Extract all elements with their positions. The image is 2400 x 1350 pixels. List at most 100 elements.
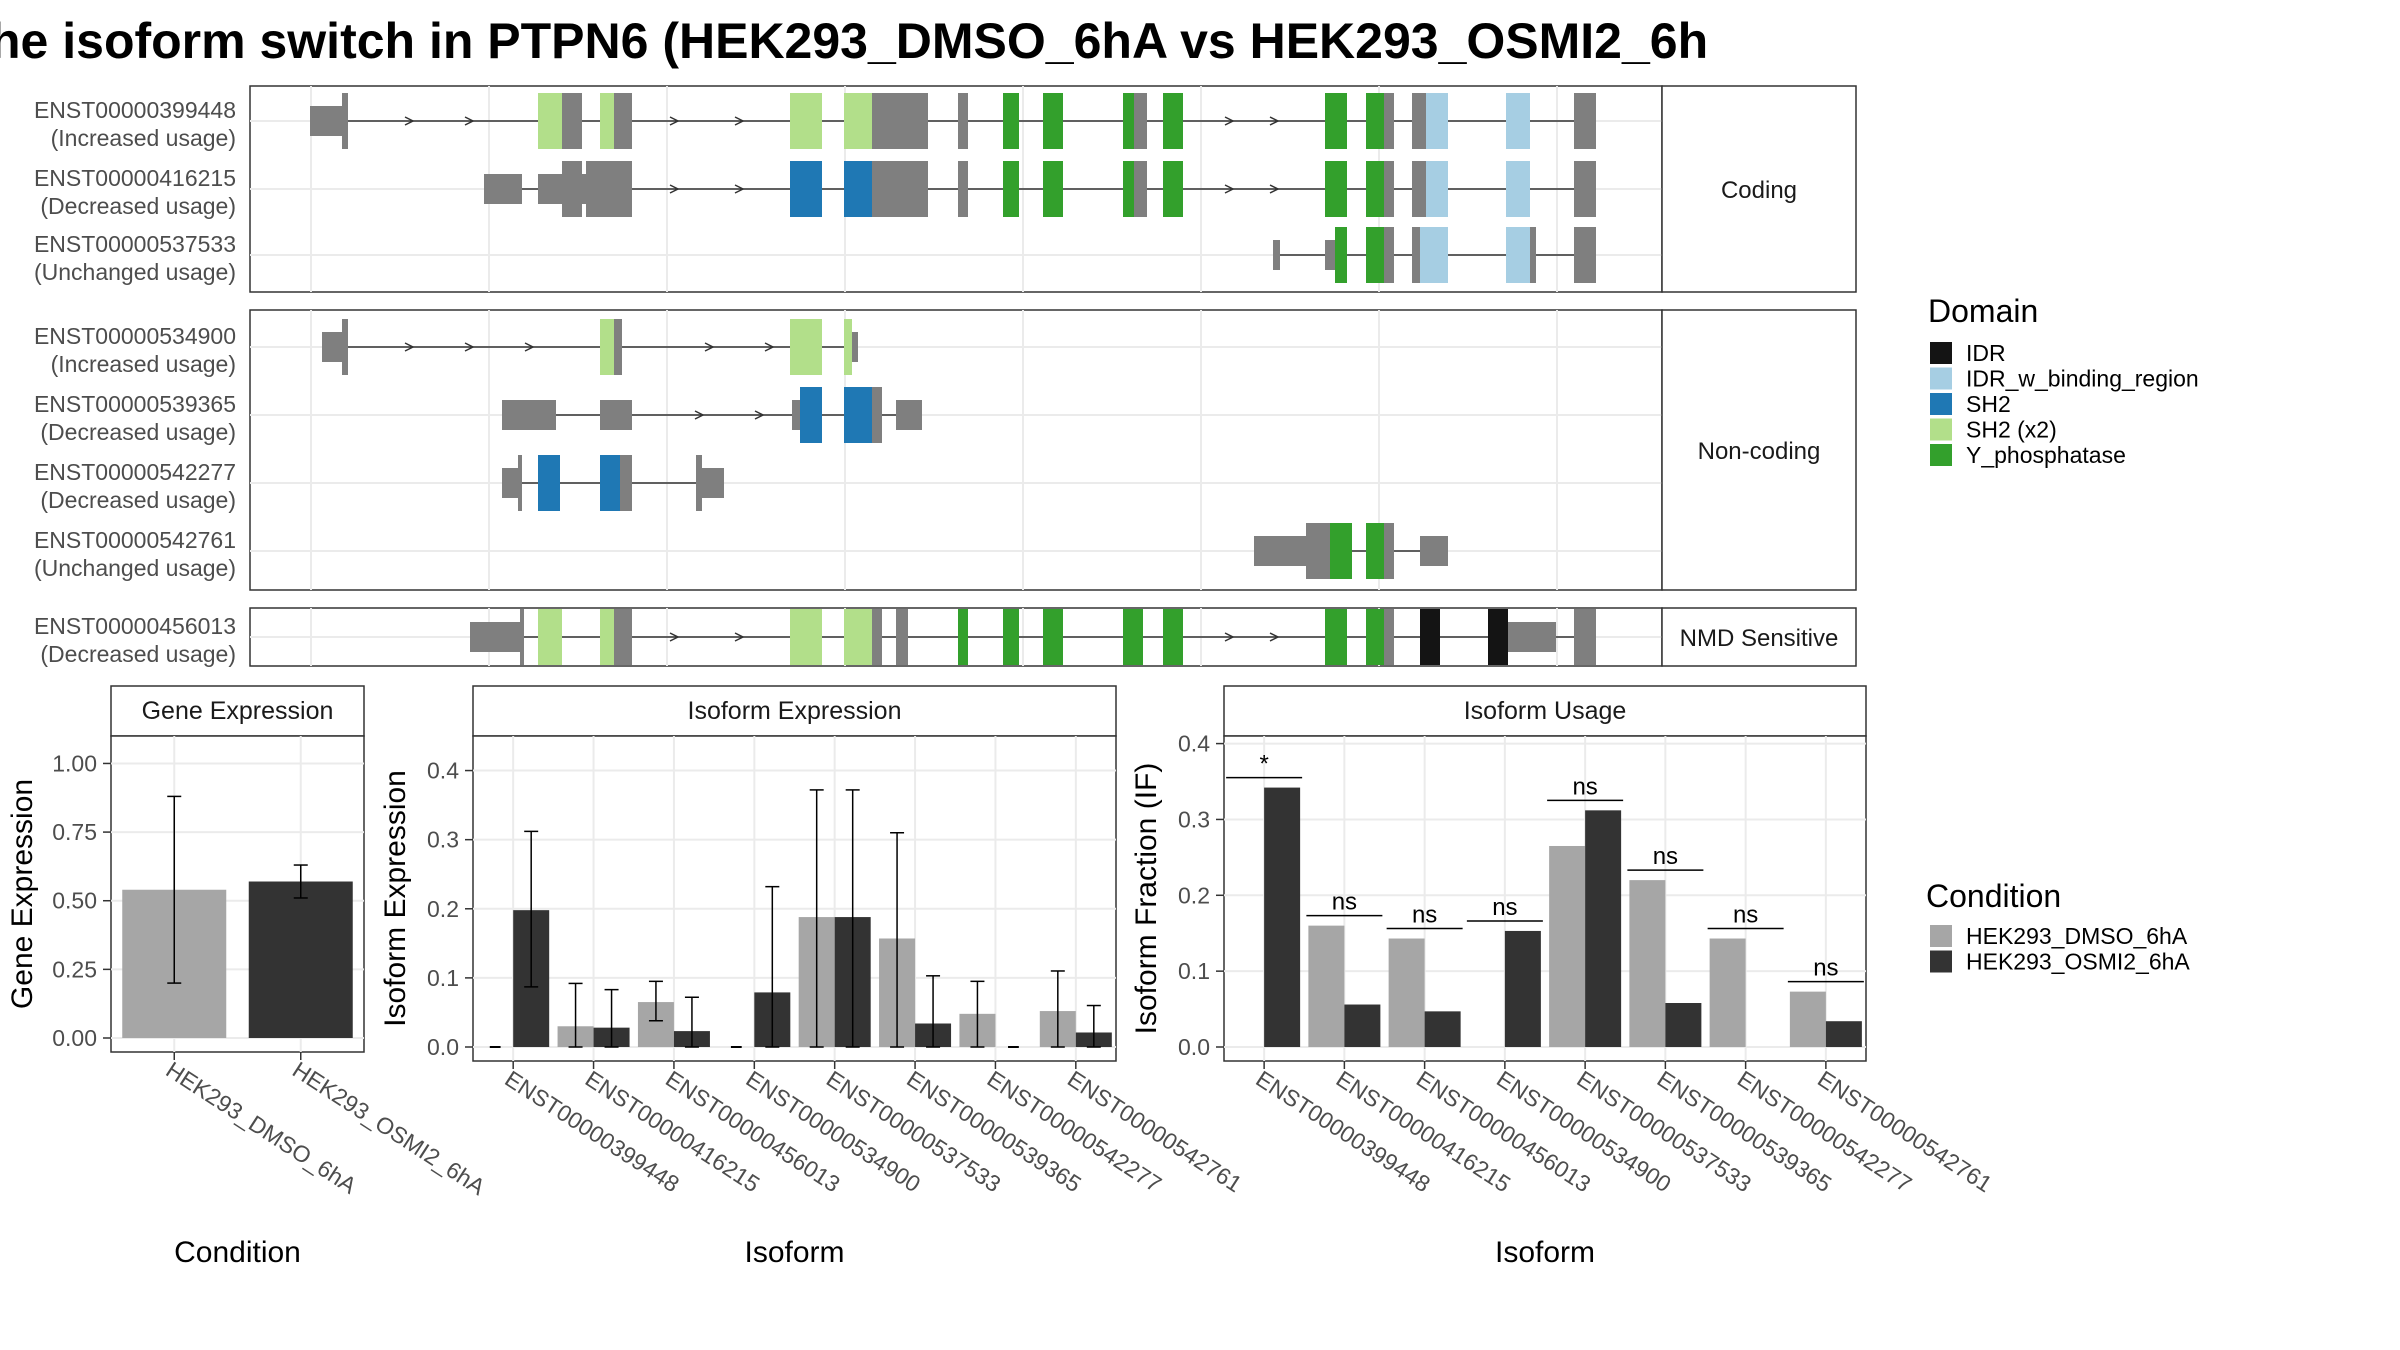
exon-block bbox=[322, 332, 342, 362]
group-label: Non-coding bbox=[1698, 438, 1821, 465]
domain-legend-label: SH2 bbox=[1966, 391, 2011, 417]
y-axis-title: Isoform Expression bbox=[379, 770, 412, 1027]
direction-arrow-icon bbox=[764, 342, 775, 352]
condition-legend-swatch bbox=[1930, 950, 1952, 973]
exon-block bbox=[484, 174, 522, 204]
domain-legend-label: IDR bbox=[1966, 340, 2006, 366]
exon-block bbox=[1366, 523, 1384, 579]
significance-label: ns bbox=[1733, 902, 1758, 929]
exon-block bbox=[1273, 240, 1280, 270]
bar-dmso bbox=[1709, 938, 1746, 1047]
exon-block bbox=[342, 93, 348, 149]
exon-block bbox=[562, 161, 582, 217]
transcript-model-ENST00000416215 bbox=[484, 161, 1596, 217]
condition-legend-label: HEK293_OSMI2_6hA bbox=[1966, 949, 2190, 975]
domain-legend-label: IDR_w_binding_region bbox=[1966, 366, 2199, 392]
exon-block bbox=[872, 93, 882, 149]
exon-block bbox=[1325, 161, 1347, 217]
direction-arrow-icon bbox=[1269, 632, 1280, 642]
domain-legend-swatch bbox=[1930, 418, 1952, 441]
exon-block bbox=[872, 609, 882, 665]
exon-block bbox=[896, 609, 908, 665]
exon-block bbox=[872, 161, 882, 217]
exon-block bbox=[1134, 161, 1147, 217]
bar-dmso bbox=[1549, 845, 1586, 1047]
exon-block bbox=[1163, 161, 1183, 217]
exon-block bbox=[958, 93, 968, 149]
exon-block bbox=[1574, 609, 1596, 665]
exon-block bbox=[1306, 523, 1330, 579]
exon-block bbox=[614, 319, 622, 375]
y-tick-label: 0.1 bbox=[1178, 958, 1210, 984]
exon-block bbox=[1134, 93, 1147, 149]
group-label: NMD Sensitive bbox=[1680, 625, 1839, 652]
exon-block bbox=[1574, 93, 1596, 149]
y-tick-label: 0.3 bbox=[1178, 806, 1210, 832]
exon-block bbox=[882, 93, 896, 149]
exon-block bbox=[1530, 227, 1536, 283]
exon-block bbox=[538, 455, 560, 511]
direction-arrow-icon bbox=[694, 410, 705, 420]
bar-osmi bbox=[1504, 930, 1541, 1047]
transcript-usage-label: (Unchanged usage) bbox=[34, 555, 236, 581]
exon-block bbox=[538, 93, 562, 149]
transcript-model-ENST00000456013 bbox=[470, 609, 1596, 665]
transcript-usage-label: (Decreased usage) bbox=[40, 641, 236, 667]
y-axis-title: Gene Expression bbox=[6, 779, 39, 1009]
significance-label: ns bbox=[1492, 894, 1517, 921]
significance-label: ns bbox=[1572, 773, 1597, 800]
exon-block bbox=[1384, 523, 1394, 579]
y-tick-label: 0.00 bbox=[52, 1025, 97, 1051]
exon-block bbox=[1043, 609, 1063, 665]
domain-legend-swatch bbox=[1930, 393, 1952, 415]
exon-block bbox=[470, 622, 520, 652]
transcript-model-ENST00000542277 bbox=[502, 455, 724, 511]
bar-osmi bbox=[1264, 787, 1301, 1047]
y-tick-label: 0.1 bbox=[427, 965, 459, 991]
significance-label: ns bbox=[1813, 955, 1838, 982]
group-label: Coding bbox=[1721, 177, 1797, 204]
exon-block bbox=[1163, 609, 1183, 665]
exon-block bbox=[844, 93, 872, 149]
exon-block bbox=[1506, 227, 1530, 283]
exon-block bbox=[790, 161, 822, 217]
y-tick-label: 0.4 bbox=[1178, 731, 1210, 757]
y-tick-label: 1.00 bbox=[52, 750, 97, 776]
x-axis-title: Condition bbox=[174, 1236, 301, 1269]
exon-block bbox=[1043, 161, 1063, 217]
y-axis-title: Isoform Fraction (IF) bbox=[1130, 763, 1163, 1035]
transcript-usage-label: (Decreased usage) bbox=[40, 487, 236, 513]
exon-block bbox=[908, 93, 928, 149]
exon-block bbox=[958, 161, 968, 217]
transcript-id-label: ENST00000539365 bbox=[34, 391, 236, 417]
exon-block bbox=[502, 400, 556, 430]
facet-strip bbox=[110, 685, 365, 737]
exon-block bbox=[1384, 609, 1394, 665]
chart-title: Gene Expression bbox=[142, 697, 334, 725]
exon-block bbox=[600, 609, 614, 665]
exon-block bbox=[844, 161, 872, 217]
transcript-id-label: ENST00000542277 bbox=[34, 459, 236, 485]
exon-block bbox=[1043, 93, 1063, 149]
exon-block bbox=[790, 319, 822, 375]
direction-arrow-icon bbox=[1224, 632, 1235, 642]
exon-block bbox=[1384, 227, 1394, 283]
exon-block bbox=[696, 455, 702, 511]
exon-block bbox=[844, 609, 872, 665]
exon-block bbox=[908, 161, 928, 217]
exon-block bbox=[1384, 161, 1394, 217]
direction-arrow-icon bbox=[1224, 116, 1235, 126]
transcript-structure-panel: Coding Non-coding NMD Sensitive ENST0000039… bbox=[34, 85, 1857, 667]
exon-block bbox=[872, 387, 882, 443]
y-tick-label: 0.0 bbox=[427, 1034, 459, 1060]
exon-block bbox=[790, 609, 822, 665]
direction-arrow-icon bbox=[669, 116, 680, 126]
exon-block bbox=[1325, 609, 1347, 665]
bar-dmso bbox=[1388, 938, 1425, 1047]
exon-block bbox=[1366, 227, 1384, 283]
significance-label: ns bbox=[1412, 902, 1437, 929]
direction-arrow-icon bbox=[754, 410, 765, 420]
exon-block bbox=[342, 319, 348, 375]
direction-arrow-icon bbox=[734, 632, 745, 642]
